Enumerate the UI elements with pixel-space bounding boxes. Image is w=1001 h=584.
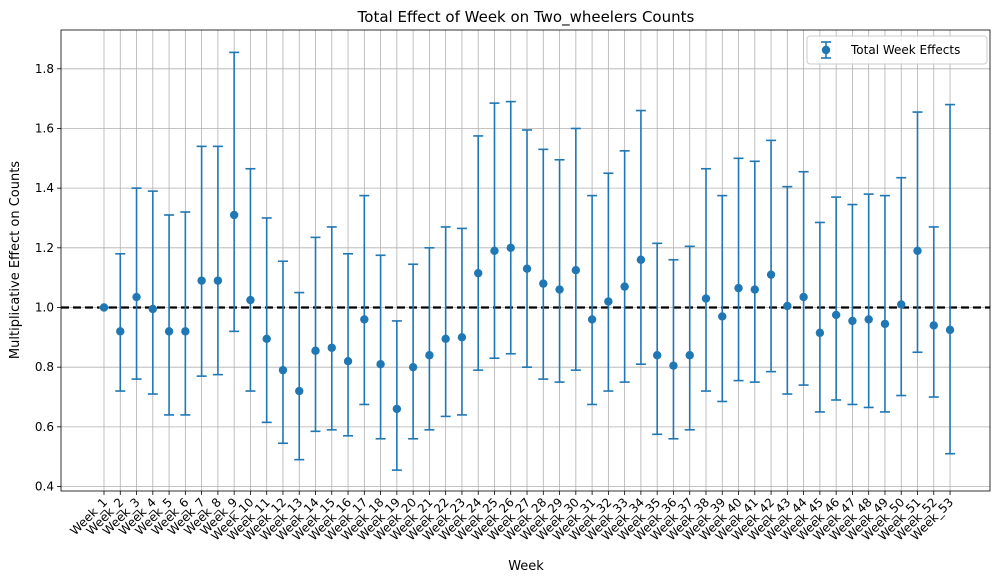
data-point [750, 285, 759, 294]
data-point [181, 327, 190, 336]
data-point [880, 319, 890, 329]
y-tick-label: 1.6 [35, 121, 54, 135]
data-point [376, 359, 385, 369]
data-point [701, 294, 711, 303]
data-point [913, 246, 922, 256]
y-tick-label: 0.4 [35, 480, 54, 494]
data-point [522, 264, 532, 273]
y-tick-label: 1.0 [35, 300, 54, 314]
data-point [848, 316, 857, 326]
y-tick-label: 0.6 [35, 420, 54, 434]
data-point [636, 255, 646, 264]
data-point [164, 327, 174, 336]
data-point [652, 351, 662, 360]
y-tick-label: 0.8 [35, 360, 54, 374]
data-point [457, 333, 467, 342]
data-point [555, 285, 564, 294]
y-tick-label: 1.2 [35, 241, 54, 255]
data-point [408, 362, 418, 372]
legend: Total Week Effects [806, 35, 988, 65]
data-point [441, 334, 450, 344]
data-point [392, 404, 402, 414]
y-tick-label: 1.8 [35, 62, 54, 76]
data-point [425, 351, 434, 360]
data-point [897, 300, 906, 309]
data-point [831, 310, 841, 320]
legend-box [806, 35, 988, 65]
data-point [587, 315, 597, 324]
data-point [197, 276, 206, 285]
data-point [278, 365, 288, 375]
data-point [99, 303, 109, 312]
data-point [685, 351, 694, 360]
data-point [490, 246, 499, 256]
data-point [360, 315, 369, 324]
data-point [864, 315, 873, 324]
data-point [620, 282, 629, 291]
data-point [262, 334, 271, 344]
data-point [132, 292, 141, 302]
data-point [506, 243, 515, 253]
data-point [929, 321, 938, 330]
data-point [229, 210, 239, 220]
data-point [311, 346, 320, 355]
data-point [669, 361, 678, 370]
data-point [474, 268, 483, 278]
data-point [148, 304, 158, 314]
data-point [799, 292, 808, 302]
ticks: Week_1Week_2Week_3Week_4Week_5Week_6Week… [35, 62, 956, 544]
data-point [815, 328, 825, 338]
data-point [766, 270, 776, 279]
data-point [539, 279, 548, 288]
y-axis-label: Multiplicative Effect on Counts [8, 161, 23, 359]
data-point [718, 312, 727, 321]
data-point [571, 265, 581, 275]
data-point [295, 386, 304, 396]
legend-point [821, 45, 831, 55]
data-point [734, 283, 743, 293]
legend-label: Total Week Effects [850, 43, 960, 57]
data-point [604, 297, 613, 306]
data-point [116, 327, 125, 336]
chart-title: Total Effect of Week on Two_wheelers Cou… [357, 8, 695, 27]
data-point [213, 276, 223, 285]
data-point [327, 343, 336, 352]
grid [61, 30, 990, 491]
data-point [945, 325, 955, 335]
legend-marker [821, 41, 831, 59]
data-point [246, 295, 255, 305]
x-axis-label: Week [508, 559, 544, 574]
data-point [783, 301, 792, 311]
plot-frame [60, 29, 991, 492]
y-tick-label: 1.4 [35, 181, 54, 195]
data-point [343, 357, 353, 366]
series-layer [99, 51, 956, 471]
